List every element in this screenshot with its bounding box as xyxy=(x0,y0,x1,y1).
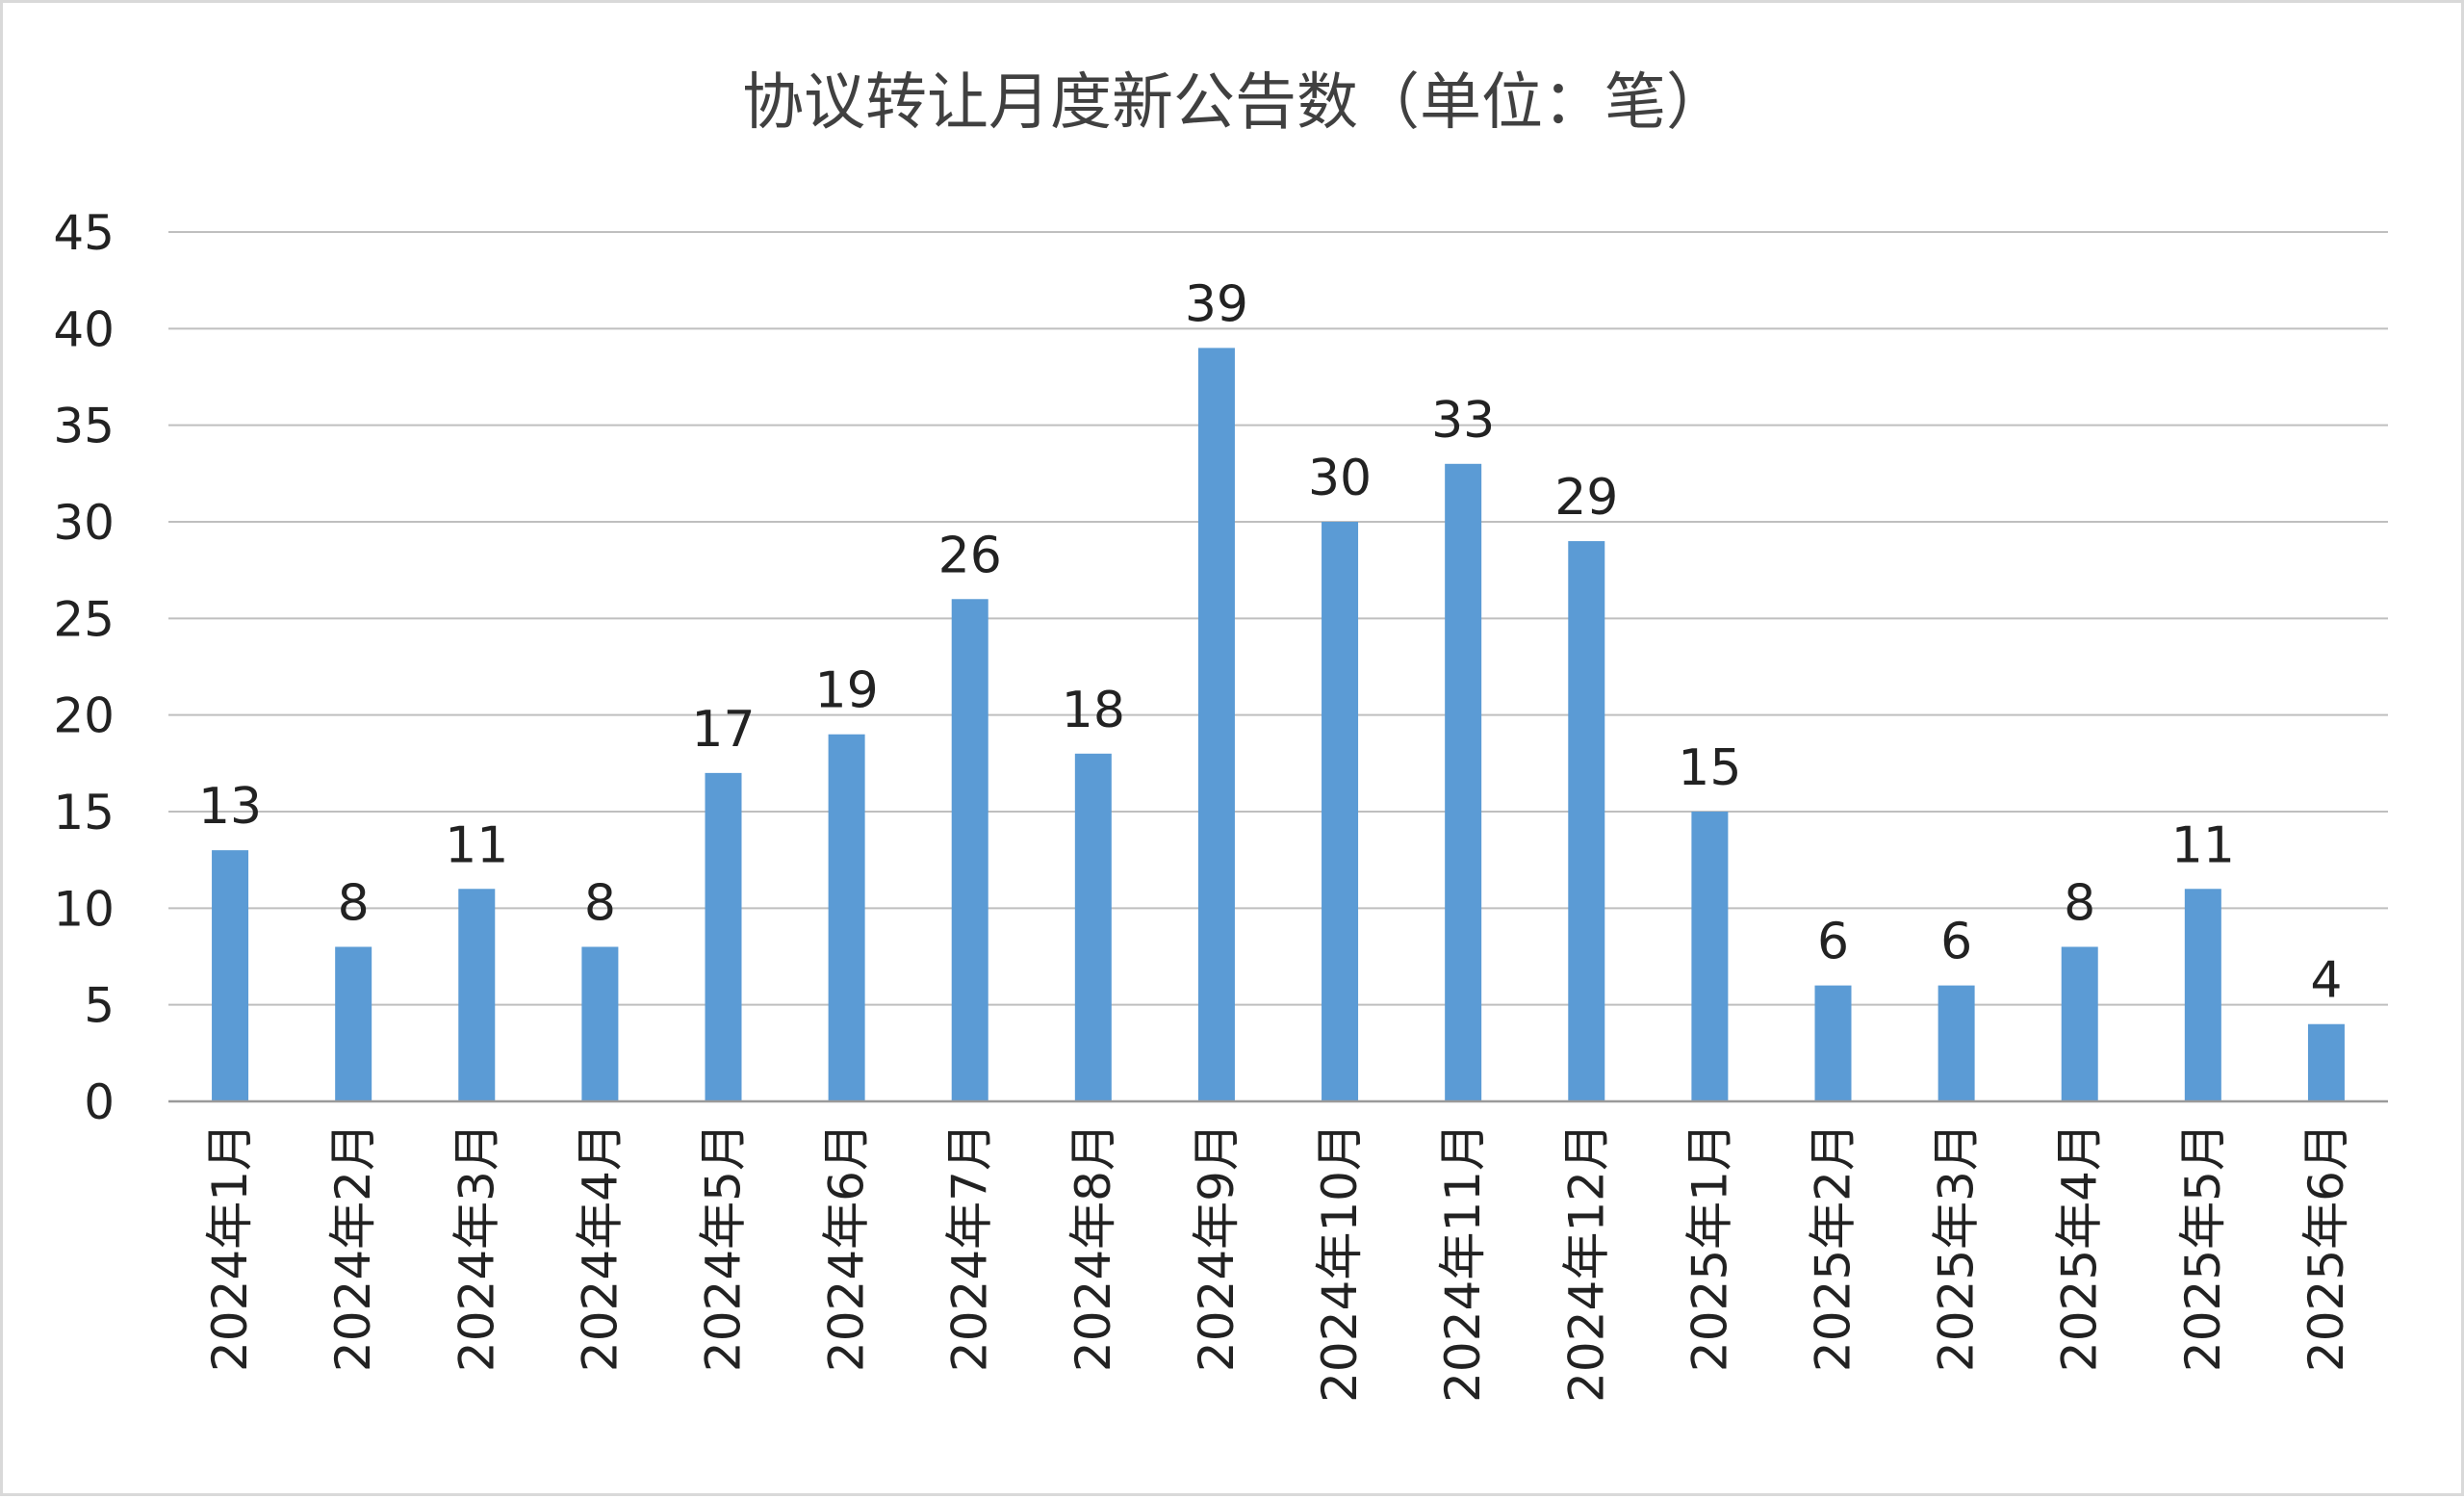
x-tick-label: 2024年3月 xyxy=(449,1123,504,1372)
data-label: 26 xyxy=(938,527,1002,584)
x-tick-label: 2025年6月 xyxy=(2298,1123,2354,1372)
x-tick-label: 2025年5月 xyxy=(2175,1123,2231,1372)
x-tick-label: 2024年6月 xyxy=(819,1123,875,1372)
data-label: 8 xyxy=(338,874,370,932)
bars xyxy=(212,348,2345,1101)
data-label: 30 xyxy=(1308,450,1372,507)
bar xyxy=(1938,985,1975,1101)
x-tick-label: 2024年7月 xyxy=(942,1123,998,1372)
x-tick-label: 2025年1月 xyxy=(1681,1123,1737,1372)
x-tick-label: 2024年11月 xyxy=(1435,1123,1491,1403)
chart-title: 协议转让月度新公告数（单位：笔） xyxy=(742,67,1728,139)
x-tick-label: 2025年3月 xyxy=(1929,1123,1985,1372)
y-tick-label: 15 xyxy=(53,785,115,840)
bar xyxy=(335,946,372,1101)
y-tick-label: 45 xyxy=(53,205,115,261)
data-label: 19 xyxy=(815,662,879,720)
x-tick-label: 2024年2月 xyxy=(325,1123,381,1372)
x-tick-label: 2024年12月 xyxy=(1558,1123,1614,1403)
bar xyxy=(1691,812,1729,1101)
y-tick-label: 10 xyxy=(53,881,115,937)
data-label: 18 xyxy=(1062,682,1125,739)
y-tick-label: 5 xyxy=(84,978,115,1034)
x-tick-label: 2024年1月 xyxy=(202,1123,258,1372)
data-label: 39 xyxy=(1185,275,1248,333)
bar xyxy=(951,599,988,1101)
bar xyxy=(1074,753,1112,1101)
data-label: 4 xyxy=(2310,952,2342,1010)
bar xyxy=(1197,348,1235,1101)
bar xyxy=(2307,1023,2345,1101)
y-tick-label: 30 xyxy=(53,495,115,551)
y-tick-label: 35 xyxy=(53,399,115,454)
y-tick-label: 25 xyxy=(53,591,115,647)
x-tick-label: 2025年2月 xyxy=(1806,1123,1861,1372)
data-label: 11 xyxy=(2171,816,2235,874)
bar xyxy=(581,946,619,1101)
data-label: 6 xyxy=(1940,914,1972,971)
bar xyxy=(458,889,496,1101)
bar xyxy=(1445,463,1482,1101)
data-labels: 13 8 11 8 17 19 26 18 39 30 33 29 15 6 6 8 11 4 xyxy=(198,275,2343,1009)
bar xyxy=(1568,541,1605,1101)
bar xyxy=(2184,889,2221,1101)
data-label: 11 xyxy=(445,816,508,874)
data-label: 6 xyxy=(1817,914,1849,971)
data-label: 29 xyxy=(1554,469,1618,527)
x-tick-label: 2024年8月 xyxy=(1065,1123,1121,1372)
gridlines xyxy=(168,231,2388,1006)
bar xyxy=(1322,522,1359,1101)
y-tick-label: 40 xyxy=(53,301,115,357)
data-label: 13 xyxy=(198,778,262,836)
x-tick-label: 2025年4月 xyxy=(2052,1123,2108,1372)
data-label: 15 xyxy=(1678,739,1741,797)
y-tick-label: 0 xyxy=(84,1074,115,1130)
x-tick-label: 2024年4月 xyxy=(572,1123,628,1372)
x-tick-label: 2024年5月 xyxy=(696,1123,752,1372)
x-axis-ticks: 2024年1月 2024年2月 2024年3月 2024年4月 2024年5月 2024年… xyxy=(202,1123,2354,1403)
bar xyxy=(1814,985,1852,1101)
x-tick-label: 2024年9月 xyxy=(1189,1123,1245,1372)
bar xyxy=(2061,946,2098,1101)
y-axis-ticks: 0 5 10 15 20 25 30 35 40 45 xyxy=(53,205,115,1130)
data-label: 8 xyxy=(584,874,616,932)
bar xyxy=(828,734,865,1101)
data-label: 33 xyxy=(1431,392,1495,450)
y-tick-label: 20 xyxy=(53,688,115,744)
data-label: 17 xyxy=(691,701,755,759)
data-label: 8 xyxy=(2064,874,2095,932)
bar xyxy=(212,850,249,1101)
bar xyxy=(705,772,742,1101)
x-tick-label: 2024年10月 xyxy=(1312,1123,1368,1403)
